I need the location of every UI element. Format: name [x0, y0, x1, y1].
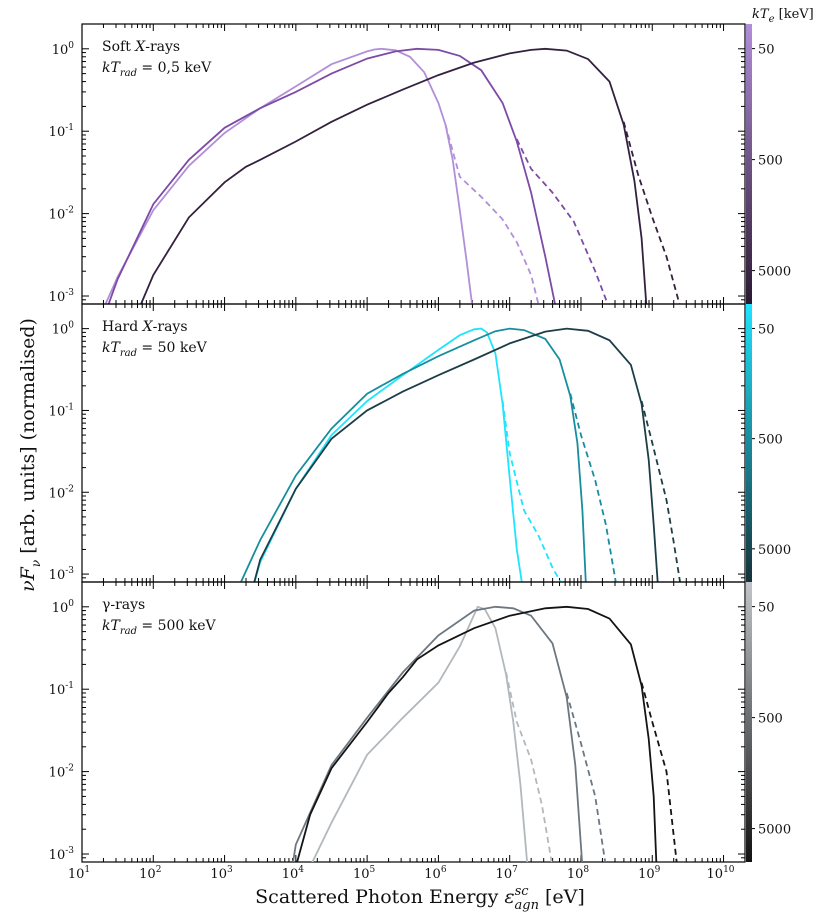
series-dashed-kte-5000: [622, 121, 681, 304]
series-solid-kte-50: [311, 605, 528, 862]
x-axis-ticks: 101 102 103 104 105 106 107 108 109 1010: [68, 865, 735, 882]
y-tick-label: 10-1: [49, 123, 74, 140]
x-axis-label: Scattered Photon Energy εsc agn [eV]: [255, 884, 585, 913]
colorbar-title: kTe [keV]: [752, 7, 814, 25]
panel-hard-x-rays: 100 10-1 10-2 10-3 Hard X-rays kTrad = 50 keV…: [49, 303, 791, 583]
colorbar-tick-label: 50: [758, 322, 775, 337]
y-tick-label: 10-1: [49, 402, 74, 419]
x-tick-label: 102: [139, 865, 161, 882]
series-dashed-kte-50: [444, 124, 540, 304]
y-tick-label: 10-1: [49, 681, 74, 698]
series-solid-kte-5000: [140, 47, 648, 304]
x-tick-label: 105: [353, 865, 376, 882]
colorbar: [746, 304, 752, 582]
series-solid-kte-50: [253, 327, 523, 582]
series-dashed-kte-50: [501, 400, 562, 582]
x-tick-label: 101: [68, 865, 90, 882]
series-solid-kte-5000: [296, 605, 658, 862]
x-tick-label: 108: [567, 865, 590, 882]
series-dashed-kte-500: [565, 692, 607, 862]
panel-kt-rad: kTrad = 0,5 keV: [102, 60, 212, 79]
series-solid-kte-500: [239, 327, 587, 582]
panel-gamma-rays: 100 10-1 10-2 10-3 γ-rays kTrad = 500 keV 50 50…: [49, 581, 791, 863]
colorbar-tick-label: 500: [758, 154, 783, 169]
y-tick-label: 100: [52, 321, 75, 338]
x-tick-label: 106: [424, 865, 447, 882]
x-tick-label: 109: [638, 865, 661, 882]
colorbar-tick-label: 5000: [758, 543, 791, 558]
x-tick-label: 104: [282, 865, 305, 882]
y-axis-label: νFν [arb. units] (normalised): [17, 318, 43, 592]
colorbar-tick-label: 500: [758, 712, 783, 727]
series-dashed-kte-5000: [640, 400, 681, 582]
panel-title: γ-rays: [102, 597, 145, 613]
panel-title: Hard X-rays: [102, 319, 188, 335]
y-tick-label: 10-3: [49, 846, 75, 863]
y-tick-label: 10-2: [49, 484, 74, 501]
series-solid-kte-50: [104, 47, 473, 304]
y-tick-label: 10-2: [49, 764, 74, 781]
series-dashed-kte-500: [569, 393, 617, 582]
x-tick-label: 103: [210, 865, 233, 882]
x-tick-label: 107: [496, 865, 519, 882]
series-solid-kte-500: [292, 605, 583, 862]
series-dashed-kte-50: [505, 672, 553, 862]
series-solid-kte-500: [107, 47, 556, 304]
series-dashed-kte-5000: [640, 682, 678, 862]
colorbar: [746, 582, 752, 862]
panel-soft-x-rays: 100 10-1 10-2 10-3 Soft X-rays kTrad = 0,5 ke…: [49, 23, 791, 305]
colorbar-tick-label: 50: [758, 43, 775, 58]
y-tick-label: 10-3: [49, 566, 75, 583]
colorbar-tick-label: 500: [758, 433, 783, 448]
y-tick-label: 100: [52, 41, 75, 58]
x-tick-label: 1010: [707, 865, 735, 882]
colorbar-tick-label: 50: [758, 601, 775, 616]
panels: 100 10-1 10-2 10-3 Soft X-rays kTrad = 0,5 ke…: [49, 23, 791, 863]
y-tick-label: 10-2: [49, 206, 74, 223]
colorbar-tick-label: 5000: [758, 265, 791, 280]
panel-kt-rad: kTrad = 500 keV: [102, 618, 217, 637]
colorbar-tick-label: 5000: [758, 823, 791, 838]
colorbar: [746, 24, 752, 304]
panel-kt-rad: kTrad = 50 keV: [102, 340, 208, 359]
y-tick-label: 10-3: [49, 288, 75, 305]
panel-title: Soft X-rays: [102, 39, 180, 55]
series-solid-kte-5000: [253, 327, 659, 582]
series-dashed-kte-500: [515, 138, 609, 304]
y-tick-label: 100: [52, 599, 75, 616]
